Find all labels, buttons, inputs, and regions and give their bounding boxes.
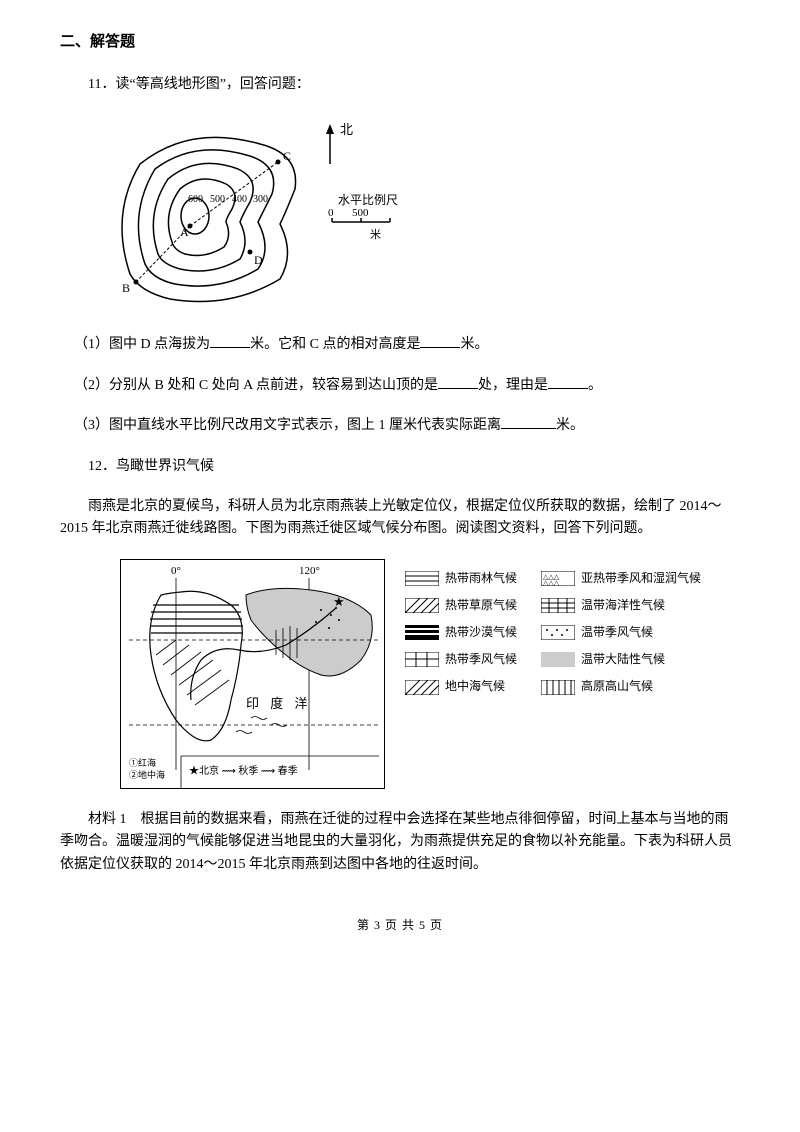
legend-label: 高原高山气候 xyxy=(581,677,653,696)
svg-text:★北京 ⟿ 秋季 ⟿ 春季: ★北京 ⟿ 秋季 ⟿ 春季 xyxy=(189,764,298,777)
q11-sub3: （3）图中直线水平比例尺改用文字式表示，图上 1 厘米代表实际距离米。 xyxy=(60,415,740,437)
svg-text:C: C xyxy=(283,149,291,163)
svg-text:300: 300 xyxy=(253,194,268,205)
svg-text:400: 400 xyxy=(232,194,247,205)
legend-label: 亚热带季风和湿润气候 xyxy=(581,569,701,588)
legend-swatch: △△△△△△ xyxy=(541,571,575,586)
svg-text:★: ★ xyxy=(333,594,345,609)
legend-label: 热带沙漠气候 xyxy=(445,623,517,642)
blank xyxy=(420,334,460,348)
legend-swatch xyxy=(541,652,575,667)
legend-swatch xyxy=(541,680,575,695)
map-box: 0° 120° xyxy=(120,559,385,789)
legend-label: 热带草原气候 xyxy=(445,596,517,615)
legend-label: 温带季风气候 xyxy=(581,623,653,642)
blank xyxy=(548,375,588,389)
legend-item: 高原高山气候 xyxy=(541,677,701,696)
svg-text:D: D xyxy=(254,253,263,267)
legend-swatch xyxy=(405,680,439,695)
legend-swatch xyxy=(405,598,439,613)
svg-text:0°: 0° xyxy=(171,565,181,577)
legend-item: 温带大陆性气候 xyxy=(541,650,701,669)
climate-map-figure: 0° 120° xyxy=(120,559,740,789)
legend-label: 地中海气候 xyxy=(445,677,505,696)
legend-label: 热带季风气候 xyxy=(445,650,517,669)
legend-item: 热带草原气候 xyxy=(405,596,517,615)
blank xyxy=(501,415,556,429)
section-title: 二、解答题 xyxy=(60,30,740,54)
legend-swatch xyxy=(405,652,439,667)
blank xyxy=(210,334,250,348)
legend-item: 热带季风气候 xyxy=(405,650,517,669)
q12-para1: 雨燕是北京的夏候鸟，科研人员为北京雨燕装上光敏定位仪，根据定位仪所获取的数据，绘… xyxy=(60,496,740,541)
q11-intro: 11．读“等高线地形图”，回答问题： xyxy=(60,74,740,96)
svg-text:0: 0 xyxy=(328,207,334,219)
svg-text:120°: 120° xyxy=(299,565,320,577)
q12-para2: 材料 1 根据目前的数据来看，雨燕在迁徙的过程中会选择在某些地点徘徊停留，时间上… xyxy=(60,809,740,876)
legend-item: △△△△△△ 亚热带季风和湿润气候 xyxy=(541,569,701,588)
legend-item: 热带沙漠气候 xyxy=(405,623,517,642)
contour-figure: 北 水平比例尺 0 500 米 600 500 400 300 A B C D xyxy=(100,114,740,314)
legend-swatch xyxy=(405,625,439,640)
svg-text:△△△: △△△ xyxy=(543,579,560,586)
legend: 热带雨林气候 △△△△△△ 亚热带季风和湿润气候热带草原气候 温带海洋性气候热带沙漠气… xyxy=(405,559,701,697)
legend-item: 温带季风气候 xyxy=(541,623,701,642)
svg-text:A: A xyxy=(180,225,189,239)
svg-text:①红海: ①红海 xyxy=(129,757,156,768)
page-footer: 第 3 页 共 5 页 xyxy=(60,916,740,935)
svg-text:500: 500 xyxy=(352,207,369,219)
svg-text:②地中海: ②地中海 xyxy=(129,769,165,780)
legend-item: 温带海洋性气候 xyxy=(541,596,701,615)
svg-text:B: B xyxy=(122,281,130,295)
legend-swatch xyxy=(405,571,439,586)
legend-label: 热带雨林气候 xyxy=(445,569,517,588)
svg-text:500: 500 xyxy=(210,194,225,205)
legend-swatch xyxy=(541,598,575,613)
svg-text:600: 600 xyxy=(188,194,203,205)
svg-text:米: 米 xyxy=(370,228,381,241)
scale-label: 水平比例尺 xyxy=(338,193,398,207)
q12-intro: 12．鸟瞰世界识气候 xyxy=(60,456,740,478)
north-label: 北 xyxy=(340,122,353,137)
q11-sub1: （1）图中 D 点海拔为米。它和 C 点的相对高度是米。 xyxy=(60,334,740,356)
blank xyxy=(438,375,478,389)
legend-label: 温带大陆性气候 xyxy=(581,650,665,669)
legend-swatch xyxy=(541,625,575,640)
svg-text:印 度 洋: 印 度 洋 xyxy=(246,696,312,711)
legend-item: 地中海气候 xyxy=(405,677,517,696)
legend-label: 温带海洋性气候 xyxy=(581,596,665,615)
q11-sub2: （2）分别从 B 处和 C 处向 A 点前进，较容易到达山顶的是处，理由是。 xyxy=(60,375,740,397)
legend-item: 热带雨林气候 xyxy=(405,569,517,588)
